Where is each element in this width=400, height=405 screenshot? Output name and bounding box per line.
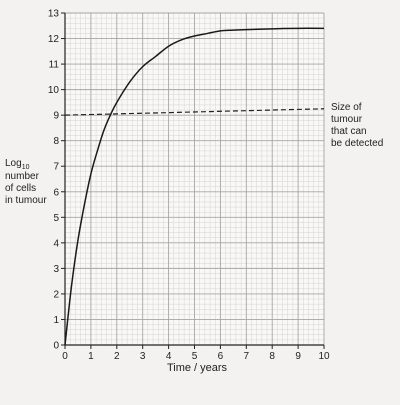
x-tick-label: 9: [295, 351, 301, 362]
y-axis-label-line1: Log10: [5, 158, 30, 171]
annotation-line1: Size of: [331, 102, 362, 113]
y-tick-label: 7: [53, 162, 59, 173]
y-tick-label: 11: [49, 60, 60, 71]
detection-threshold-line: [64, 108, 325, 116]
y-tick-label: 4: [53, 238, 59, 249]
annotation-line4: be detected: [331, 138, 383, 149]
y-tick-label: 9: [53, 111, 59, 122]
y-axis-label-line4: in tumour: [5, 195, 47, 206]
x-tick-labels: 0 1 2 3 4 5 6 7 8 9 10: [62, 345, 330, 362]
threshold-annotation: Size of tumour that can be detected: [331, 102, 383, 149]
x-axis-label: Time / years: [167, 362, 228, 374]
y-axis-label: Log10 number of cells in tumour: [5, 158, 47, 206]
y-tick-label: 6: [53, 187, 59, 198]
annotation-line2: tumour: [331, 114, 363, 125]
x-tick-label: 4: [166, 351, 172, 362]
y-tick-label: 0: [53, 341, 59, 352]
series-group: [64, 27, 325, 346]
annotation-line3: that can: [331, 126, 367, 137]
x-tick-label: 10: [318, 351, 330, 362]
y-axis-label-line3: of cells: [5, 183, 36, 194]
x-tick-label: 6: [218, 351, 224, 362]
x-tick-label: 3: [140, 351, 146, 362]
x-tick-label: 7: [244, 351, 250, 362]
y-tick-label: 5: [53, 213, 59, 224]
x-tick-label: 0: [62, 351, 68, 362]
y-tick-label: 10: [48, 85, 60, 96]
x-tick-label: 2: [114, 351, 120, 362]
x-tick-label: 8: [269, 351, 275, 362]
y-tick-label: 1: [53, 315, 59, 326]
x-tick-label: 5: [192, 351, 198, 362]
growth-curve: [64, 27, 325, 346]
x-tick-label: 1: [88, 351, 94, 362]
y-axis-label-line2: number: [5, 171, 40, 182]
y-tick-label: 8: [53, 136, 59, 147]
y-tick-label: 2: [53, 289, 59, 300]
y-tick-label: 13: [48, 9, 60, 20]
detection-threshold: [64, 108, 325, 116]
y-tick-label: 3: [53, 264, 59, 275]
y-tick-label: 12: [48, 34, 60, 45]
